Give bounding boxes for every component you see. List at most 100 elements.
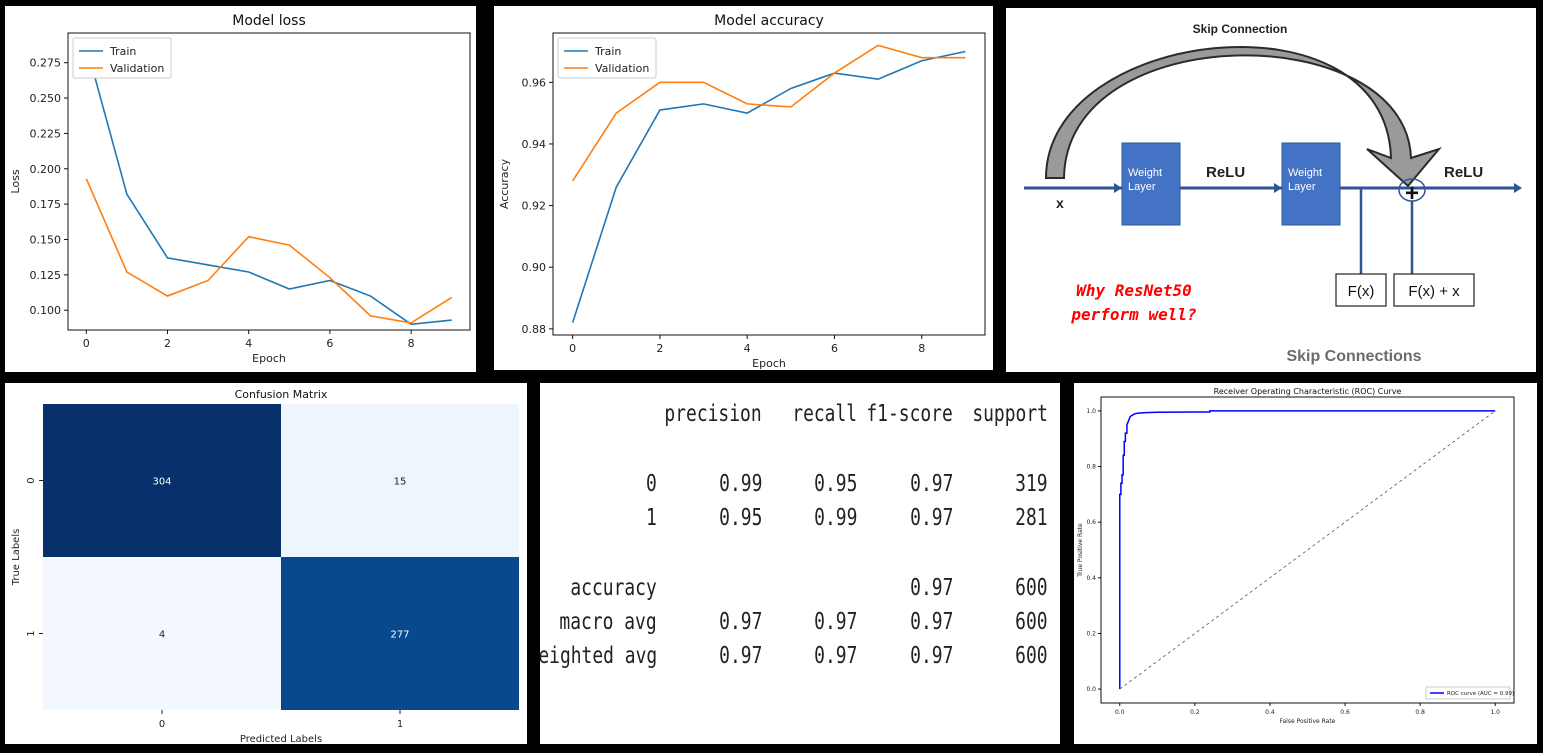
relu-label-1: ReLU <box>1206 164 1245 181</box>
report-cell: 0.97 <box>909 471 953 497</box>
fx-box <box>1335 273 1387 307</box>
cm-value: 304 <box>152 477 171 488</box>
weight-layer-box-1 <box>1121 142 1181 226</box>
x-tick-label: 2 <box>164 337 171 350</box>
x-tick-label: 8 <box>408 337 415 350</box>
fx-label: F(x) <box>1348 283 1375 300</box>
y-tick-label: 0.96 <box>522 76 547 89</box>
y-tick-label: 0.225 <box>30 127 62 140</box>
arrow-head-icon <box>1114 183 1122 193</box>
legend: ROC curve (AUC = 0.99) <box>1425 686 1514 700</box>
y-tick-label: 0.100 <box>30 304 62 317</box>
y-tick-label: 0 <box>26 477 37 483</box>
report-cell: 0.97 <box>718 643 762 669</box>
y-tick-label: 0.8 <box>1086 464 1096 471</box>
skip-curve-arrow-icon <box>1044 45 1442 188</box>
report-cell: 0.97 <box>909 609 953 635</box>
x-tick-label: 1 <box>397 719 403 730</box>
report-cell: 319 <box>1015 471 1048 497</box>
confusion-matrix-panel: Confusion Matrix 304 15 4 277 0 1 0 1 Predicted L… <box>5 383 527 744</box>
x-tick-label: 4 <box>744 342 751 355</box>
x-tick-label: 0.2 <box>1190 709 1200 716</box>
x-tick-label: 0.0 <box>1115 709 1125 716</box>
skip-diagram-title: Skip Connection <box>1193 22 1288 36</box>
series-line-train <box>85 45 452 326</box>
report-cell: 0.97 <box>909 505 953 531</box>
y-tick-label: 0.90 <box>522 261 547 274</box>
y-axis-label: True Positive Rate <box>1077 523 1084 578</box>
input-x-label: x <box>1056 195 1064 211</box>
x-tick-label: 6 <box>831 342 838 355</box>
chart-title: Model accuracy <box>714 13 824 29</box>
classification-report-panel: precision recall f1-score support 0 0.99 0.95 0… <box>540 383 1060 744</box>
loss-chart: Model loss 0 2 4 6 8 0.100 0.125 0.150 0.175 0.200… <box>9 13 471 365</box>
cm-cell <box>43 557 281 710</box>
why-resnet-line-2: perform well? <box>1070 305 1196 324</box>
report-cell: 0.97 <box>813 609 857 635</box>
cm-value: 4 <box>159 630 165 641</box>
report-cell: 0.95 <box>813 471 857 497</box>
chart-title: Receiver Operating Characteristic (ROC) … <box>1214 387 1402 396</box>
fxx-box <box>1393 273 1475 307</box>
x-axis-label: Predicted Labels <box>240 734 322 744</box>
report-cell: 0.99 <box>813 505 857 531</box>
y-tick-label: 0.275 <box>30 57 62 70</box>
skip-connections-footer: Skip Connections <box>1286 348 1421 365</box>
series-line-validation <box>85 178 453 324</box>
y-tick-label: 0.94 <box>522 138 547 151</box>
report-cell: 281 <box>1015 505 1048 531</box>
legend-label: Train <box>594 45 621 58</box>
weight-layer-box-2 <box>1281 142 1341 226</box>
loss-chart-panel: Model loss 0 2 4 6 8 0.100 0.125 0.150 0.175 0.200… <box>5 6 476 372</box>
report-row-label: weighted avg <box>540 643 657 669</box>
roc-curve-chart: Receiver Operating Characteristic (ROC) … <box>1077 387 1515 725</box>
x-tick-label: 0.4 <box>1265 709 1275 716</box>
y-tick-label: 0.150 <box>30 233 62 246</box>
cm-cell <box>281 404 519 557</box>
legend: Train Validation <box>557 37 657 79</box>
x-tick-label: 0.8 <box>1415 709 1425 716</box>
report-cell: 0.97 <box>813 643 857 669</box>
plot-frame <box>552 32 986 336</box>
report-cell: 0.97 <box>909 575 953 601</box>
output-arrow-icon <box>1514 183 1522 193</box>
y-tick-label: 1.0 <box>1086 408 1096 415</box>
y-tick-label: 0.2 <box>1086 630 1096 637</box>
x-axis-label: Epoch <box>252 352 286 365</box>
cm-cell <box>281 557 519 710</box>
x-axis-label: False Positive Rate <box>1280 718 1336 725</box>
chart-title: Confusion Matrix <box>235 388 328 401</box>
y-tick-label: 0.200 <box>30 163 62 176</box>
x-tick-label: 2 <box>656 342 663 355</box>
legend-label: Validation <box>110 62 164 75</box>
x-axis-label: Epoch <box>752 357 786 370</box>
skip-connection-diagram: Skip Connection x Weight Layer Weight Laye… <box>1024 22 1522 365</box>
legend-label: Validation <box>595 62 649 75</box>
series-line-train <box>571 50 966 323</box>
report-row-label: macro avg <box>559 609 657 635</box>
skip-connection-panel: Skip Connection x Weight Layer Weight Laye… <box>1006 8 1536 372</box>
fxx-label: F(x) + x <box>1408 283 1460 300</box>
accuracy-chart: Model accuracy 0 2 4 6 8 0.88 0.90 0.92 0.94 0.96 E… <box>498 13 986 370</box>
report-cell: 0.97 <box>718 609 762 635</box>
report-header-cell: recall <box>792 401 857 427</box>
roc-curve-line <box>1119 410 1496 690</box>
weight-layer-label-1: Weight Layer <box>1128 167 1162 193</box>
confusion-matrix: Confusion Matrix 304 15 4 277 0 1 0 1 Predicted L… <box>11 388 519 744</box>
legend-label: Train <box>109 45 136 58</box>
y-axis-label: True Labels <box>11 529 22 587</box>
cm-value: 15 <box>394 477 407 488</box>
accuracy-chart-panel: Model accuracy 0 2 4 6 8 0.88 0.90 0.92 0.94 0.96 E… <box>494 6 993 370</box>
arrow-head-icon <box>1274 183 1282 193</box>
report-row-label: accuracy <box>570 575 657 601</box>
weight-layer-label-2: Weight Layer <box>1288 167 1322 193</box>
report-cell: 600 <box>1015 643 1048 669</box>
plot-frame <box>1100 396 1515 704</box>
report-cell: 0.99 <box>718 471 762 497</box>
cm-cell <box>43 404 281 557</box>
x-tick-label: 0.6 <box>1340 709 1350 716</box>
report-cell: 0.95 <box>718 505 762 531</box>
relu-label-2: ReLU <box>1444 164 1483 181</box>
y-tick-label: 0.175 <box>30 198 62 211</box>
legend-box <box>1425 686 1511 700</box>
